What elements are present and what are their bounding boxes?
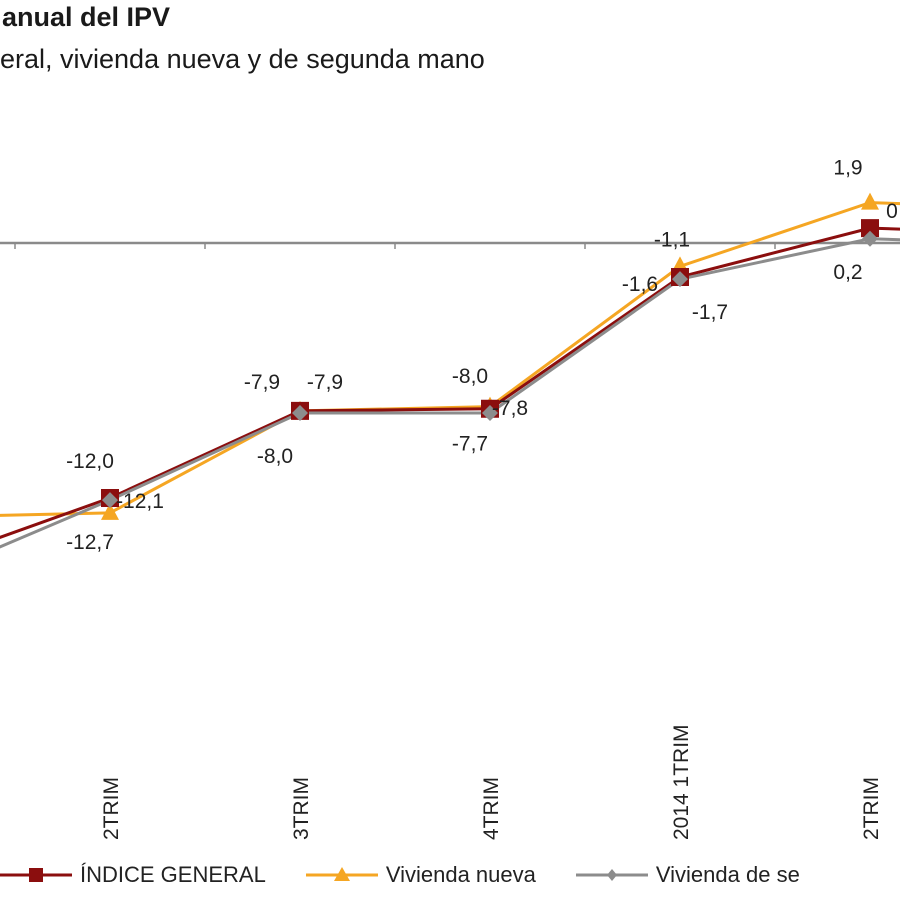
- data-label: -12,1: [116, 490, 164, 513]
- x-tick-label: 2TRIM: [100, 777, 123, 840]
- chart-subtitle: eral, vivienda nueva y de segunda mano: [0, 44, 485, 74]
- legend-item-segunda: Vivienda de se: [575, 862, 800, 888]
- data-point: [672, 271, 688, 288]
- data-label: 1,9: [833, 157, 862, 180]
- diamond-marker-icon: [575, 869, 648, 881]
- data-point: [101, 502, 119, 520]
- data-label: -8,0: [257, 445, 293, 468]
- data-label: -1,1: [654, 228, 690, 251]
- data-label: -7,9: [244, 371, 280, 394]
- chart-title: anual del IPV: [2, 2, 171, 32]
- data-label: -8,0: [452, 365, 488, 388]
- data-label: -7,9: [307, 371, 343, 394]
- data-point: [482, 405, 498, 421]
- data-label: -7,8: [492, 397, 528, 420]
- x-tick-label: 3TRIM: [290, 777, 313, 840]
- x-tick-label: 2014 1TRIM: [670, 724, 693, 840]
- data-label: -12,7: [66, 531, 114, 554]
- legend-label: Vivienda de se: [655, 862, 800, 887]
- data-label: -1,6: [622, 273, 658, 296]
- data-label: -12,0: [66, 450, 114, 473]
- data-point: [102, 492, 118, 509]
- x-tick-label: 4TRIM: [480, 777, 503, 840]
- series-line-0: [0, 226, 900, 539]
- data-label: -1,7: [692, 301, 728, 324]
- legend-item-general: ÍNDICE GENERAL: [0, 862, 266, 888]
- square-marker-icon: [0, 868, 72, 882]
- legend-item-nueva: Vivienda nueva: [305, 862, 536, 888]
- data-point: [861, 192, 879, 210]
- series-line-1: [0, 201, 900, 517]
- data-point: [292, 405, 308, 421]
- legend-label: Vivienda nueva: [385, 862, 536, 887]
- legend-label: ÍNDICE GENERAL: [80, 862, 266, 887]
- x-tick-label: 2TRIM: [860, 777, 883, 840]
- triangle-marker-icon: [305, 867, 378, 881]
- data-label: -7,7: [452, 433, 488, 456]
- legend: ÍNDICE GENERAL Vivienda nueva Vivienda d…: [0, 862, 840, 888]
- data-point: [862, 230, 878, 247]
- data-label: 0,2: [833, 261, 862, 284]
- data-point: [861, 219, 879, 238]
- data-label: 0: [886, 200, 898, 223]
